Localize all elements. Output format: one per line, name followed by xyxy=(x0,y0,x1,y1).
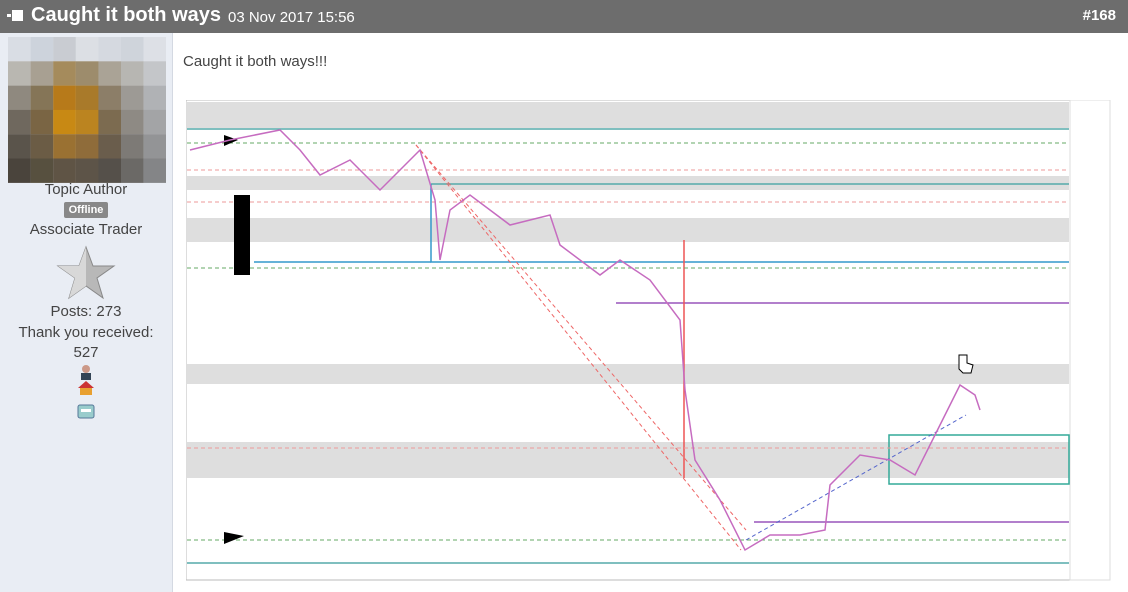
avatar[interactable] xyxy=(8,37,166,183)
author-role: Topic Author xyxy=(44,181,128,198)
chart-image[interactable] xyxy=(186,100,1126,585)
post-header: Caught it both ways 03 Nov 2017 15:56 #1… xyxy=(0,0,1128,33)
author-panel: Topic Author Offline Associate Trader Po… xyxy=(0,33,173,592)
thanks-label: Thank you received: xyxy=(18,324,154,341)
thanks-count: 527 xyxy=(73,344,99,361)
rank-star xyxy=(56,245,116,300)
collapse-icon[interactable] xyxy=(6,7,30,27)
post-title[interactable]: Caught it both ways xyxy=(31,4,221,26)
status-badge: Offline xyxy=(64,202,108,218)
cursor xyxy=(958,354,974,374)
author-posts: Posts: 273 xyxy=(50,303,122,320)
author-rank: Associate Trader xyxy=(29,221,143,238)
post-text: Caught it both ways!!! xyxy=(183,53,328,70)
post-number[interactable]: #168 xyxy=(1082,7,1116,24)
post-date: 03 Nov 2017 15:56 xyxy=(228,9,355,26)
author-icons xyxy=(77,365,95,419)
